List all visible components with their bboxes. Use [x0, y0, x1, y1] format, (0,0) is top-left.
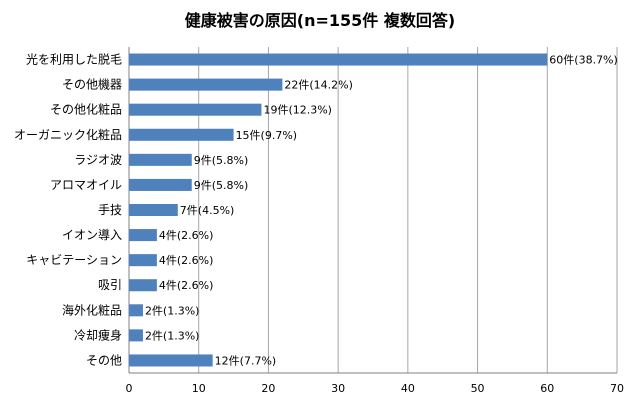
x-tick-label: 0 — [126, 382, 133, 395]
category-label: 冷却痩身 — [74, 327, 122, 342]
category-label: 光を利用した脱毛 — [26, 52, 122, 67]
x-axis-ticks: 0 10 20 30 40 50 60 70 — [126, 382, 625, 395]
bar — [129, 304, 143, 317]
category-label: ラジオ波 — [74, 153, 122, 167]
data-label: 9件(5.8%) — [194, 154, 249, 167]
data-label: 19件(12.3%) — [263, 104, 332, 117]
category-label: その他化粧品 — [50, 103, 122, 117]
category-labels: 光を利用した脱毛その他機器その他化粧品オーガニック化粧品ラジオ波アロマオイル手技… — [14, 52, 122, 368]
category-label: イオン導入 — [62, 228, 122, 242]
bar — [129, 229, 157, 242]
x-tick-label: 20 — [261, 382, 275, 395]
category-label: その他 — [86, 353, 122, 367]
bar — [129, 128, 234, 141]
data-label: 9件(5.8%) — [194, 179, 249, 192]
bar — [129, 78, 283, 91]
data-label: 2件(1.3%) — [145, 304, 200, 317]
category-label: オーガニック化粧品 — [14, 128, 122, 142]
data-label: 22件(14.2%) — [284, 79, 353, 92]
gridlines — [128, 47, 618, 374]
bar — [129, 279, 157, 292]
bar — [129, 103, 262, 116]
bars — [129, 53, 548, 367]
data-label: 7件(4.5%) — [180, 204, 235, 217]
data-labels: 60件(38.7%) 22件(14.2%) 19件(12.3%) 15件(9.7%) 9… — [145, 54, 618, 368]
bar — [129, 203, 178, 217]
category-label: その他機器 — [62, 77, 122, 92]
data-label: 15件(9.7%) — [236, 129, 298, 142]
bar — [129, 178, 192, 191]
x-tick-label: 70 — [610, 382, 624, 395]
bar — [129, 254, 157, 267]
chart-title: 健康被害の原因(n=155件 複数回答) — [185, 11, 455, 30]
category-label: 吸引 — [98, 278, 122, 292]
category-label: 海外化粧品 — [62, 302, 122, 317]
data-label: 60件(38.7%) — [549, 54, 618, 67]
data-label: 4件(2.6%) — [159, 279, 214, 292]
data-label: 4件(2.6%) — [159, 254, 214, 267]
x-tick-label: 10 — [192, 382, 206, 395]
x-tick-label: 60 — [540, 382, 554, 395]
data-label: 12件(7.7%) — [215, 354, 277, 367]
category-label: キャビテーション — [26, 253, 122, 267]
bar — [129, 354, 213, 367]
category-label: アロマオイル — [50, 178, 122, 192]
x-tick-label: 50 — [471, 382, 485, 395]
bar — [129, 53, 548, 66]
x-tick-label: 40 — [401, 382, 415, 395]
x-tick-label: 30 — [331, 382, 345, 395]
category-label: 手技 — [98, 203, 122, 217]
data-label: 2件(1.3%) — [145, 329, 200, 342]
bar — [129, 153, 192, 166]
data-label: 4件(2.6%) — [159, 229, 214, 242]
bar — [129, 329, 143, 342]
